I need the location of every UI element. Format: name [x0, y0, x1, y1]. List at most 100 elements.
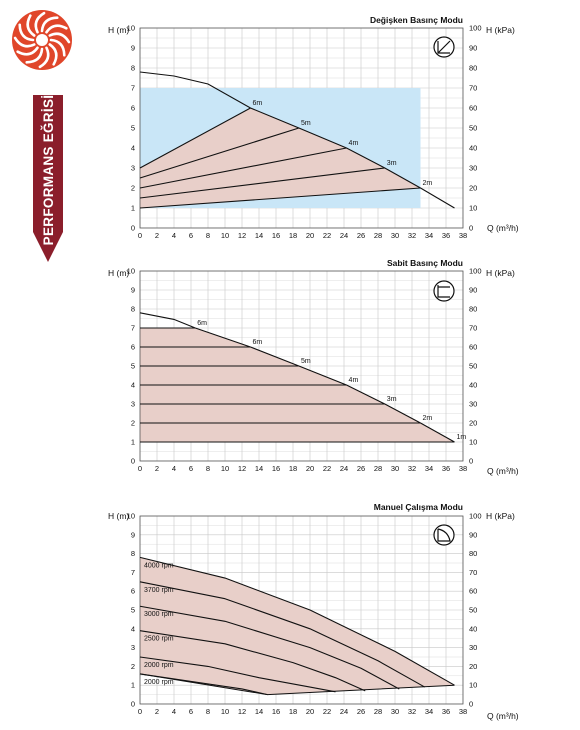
x-tick-label: 4	[172, 464, 176, 473]
x-tick-label: 18	[289, 464, 297, 473]
y-tick-label: 6	[131, 104, 135, 113]
y-tick-label: 9	[131, 44, 135, 53]
y-tick-label: 5	[131, 606, 135, 615]
y-right-tick-label: 0	[469, 457, 473, 466]
y-tick-label: 5	[131, 124, 135, 133]
logo-blade	[48, 32, 71, 44]
logo-blade	[18, 23, 35, 42]
x-tick-label: 0	[138, 707, 142, 716]
x-axis-label: Q (m³/h)	[487, 466, 519, 476]
setpoint-label: 3m	[387, 396, 397, 403]
variable-pressure-icon	[433, 36, 455, 58]
x-tick-label: 18	[289, 231, 297, 240]
y-tick-label: 4	[131, 381, 135, 390]
logo-center	[36, 34, 48, 46]
y-right-tick-label: 70	[469, 84, 477, 93]
brand-logo	[12, 10, 72, 70]
setpoint-line	[139, 187, 421, 209]
x-tick-label: 2	[155, 707, 159, 716]
setpoint-label: 5m	[301, 358, 311, 365]
y-right-tick-label: 50	[469, 362, 477, 371]
x-tick-label: 22	[323, 707, 331, 716]
x-tick-label: 18	[289, 707, 297, 716]
x-tick-label: 36	[442, 707, 450, 716]
setpoint-label: 6m	[253, 339, 263, 346]
x-tick-label: 38	[459, 707, 467, 716]
x-tick-label: 22	[323, 464, 331, 473]
y-tick-label: 10	[127, 512, 135, 521]
x-tick-label: 28	[374, 231, 382, 240]
plot-frame	[139, 27, 464, 229]
x-tick-label: 12	[238, 707, 246, 716]
y-right-tick-label: 10	[469, 438, 477, 447]
y-right-tick-label: 30	[469, 643, 477, 652]
logo-blade	[49, 38, 66, 57]
y-axis-label-right: H (kPa)	[486, 511, 515, 521]
y-tick-label: 10	[127, 267, 135, 276]
speed-label: 3700 rpm	[144, 587, 174, 594]
x-tick-label: 0	[138, 464, 142, 473]
x-tick-label: 12	[238, 231, 246, 240]
y-axis-label-left: H (m)	[108, 511, 129, 521]
performance-banner: PERFORMANS EĞRİSİ	[33, 95, 63, 262]
x-tick-label: 30	[391, 231, 399, 240]
x-tick-label: 24	[340, 464, 348, 473]
y-tick-label: 6	[131, 587, 135, 596]
y-right-tick-label: 100	[469, 267, 482, 276]
x-tick-label: 38	[459, 231, 467, 240]
x-tick-label: 24	[340, 707, 348, 716]
y-right-tick-label: 10	[469, 681, 477, 690]
setpoint-label: 2m	[423, 180, 433, 187]
y-tick-label: 1	[131, 681, 135, 690]
y-right-tick-label: 80	[469, 64, 477, 73]
x-tick-label: 16	[272, 464, 280, 473]
x-tick-label: 14	[255, 707, 263, 716]
x-tick-label: 36	[442, 464, 450, 473]
setpoint-label: 6m	[253, 100, 263, 107]
logo-blade	[26, 14, 36, 37]
chart-title: Değişken Basınç Modu	[370, 15, 463, 25]
y-tick-label: 0	[131, 700, 135, 709]
x-tick-label: 4	[172, 231, 176, 240]
y-tick-label: 1	[131, 438, 135, 447]
manual-mode-chart: Manuel Çalışma Modu H (m) H (kPa) Q (m³/…	[108, 502, 519, 721]
x-tick-label: 34	[425, 464, 433, 473]
chart-title: Manuel Çalışma Modu	[374, 502, 463, 512]
y-tick-label: 7	[131, 568, 135, 577]
y-axis-label-left: H (m)	[108, 268, 129, 278]
sidebar: PERFORMANS EĞRİSİ	[0, 0, 100, 270]
y-right-tick-label: 40	[469, 144, 477, 153]
x-tick-label: 4	[172, 707, 176, 716]
speed-curve	[139, 656, 336, 693]
y-tick-label: 3	[131, 643, 135, 652]
x-tick-label: 10	[221, 231, 229, 240]
y-right-tick-label: 60	[469, 587, 477, 596]
constant-pressure-chart: Sabit Basınç Modu H (m) H (kPa) Q (m³/h)…	[108, 258, 519, 476]
x-tick-label: 6	[189, 464, 193, 473]
x-tick-label: 22	[323, 231, 331, 240]
y-right-tick-label: 20	[469, 419, 477, 428]
setpoint-label: 1m	[457, 434, 467, 441]
x-tick-label: 32	[408, 707, 416, 716]
y-axis-label-right: H (kPa)	[486, 25, 515, 35]
logo-blade	[16, 46, 39, 56]
y-right-tick-label: 80	[469, 305, 477, 314]
y-tick-label: 2	[131, 419, 135, 428]
y-right-tick-label: 20	[469, 184, 477, 193]
setpoint-label: 4m	[349, 140, 359, 147]
x-tick-label: 14	[255, 464, 263, 473]
x-tick-label: 8	[206, 707, 210, 716]
logo-blade	[45, 24, 68, 34]
x-tick-label: 8	[206, 231, 210, 240]
y-right-tick-label: 90	[469, 44, 477, 53]
y-tick-label: 4	[131, 144, 135, 153]
speed-curve	[139, 673, 268, 696]
x-tick-label: 2	[155, 464, 159, 473]
x-tick-label: 30	[391, 464, 399, 473]
y-right-tick-label: 60	[469, 343, 477, 352]
setpoint-line	[139, 127, 300, 179]
x-tick-label: 28	[374, 707, 382, 716]
y-tick-label: 1	[131, 204, 135, 213]
y-right-tick-label: 50	[469, 606, 477, 615]
